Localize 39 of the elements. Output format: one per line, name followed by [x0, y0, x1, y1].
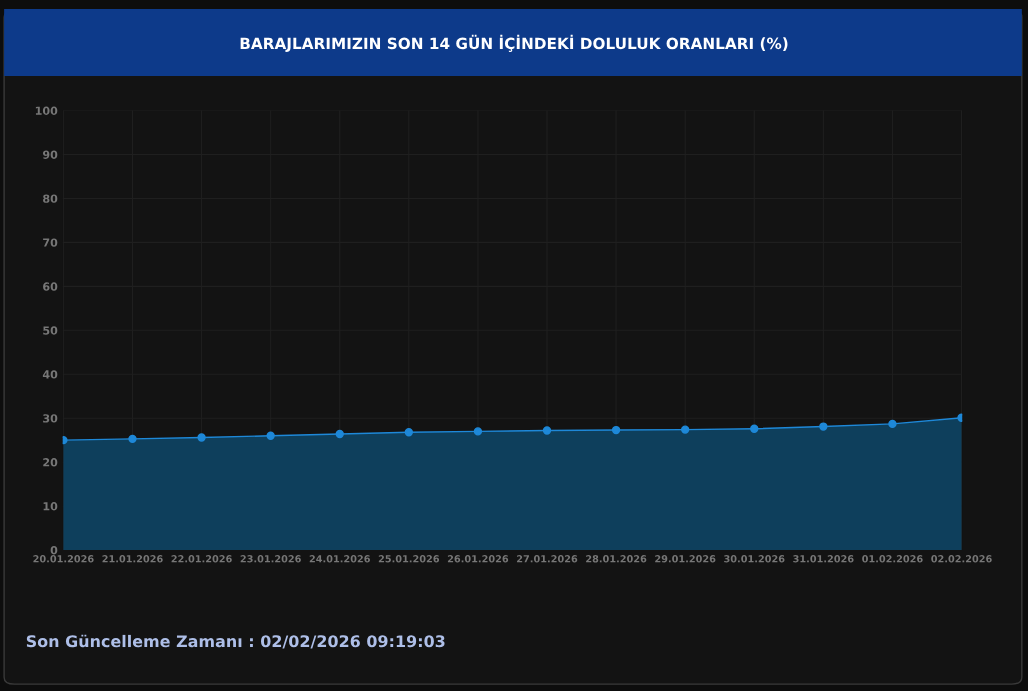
y-tick-label: 60 [43, 282, 58, 291]
y-tick-label: 10 [43, 502, 58, 511]
point [750, 424, 759, 433]
x-tick-label: 21.01.2026 [102, 555, 163, 563]
point [473, 427, 483, 436]
x-tick-label: 29.01.2026 [655, 555, 716, 563]
point [404, 428, 413, 437]
text: Son Güncelleme Zamanı : 02/02/2026 09:19:03 [26, 634, 445, 649]
x-tick-label: 01.02.2026 [862, 555, 923, 563]
point [335, 429, 344, 439]
y-tick-label: 100 [35, 106, 58, 115]
y-tick-label: 90 [42, 150, 58, 159]
x-tick-label: 23.01.2026 [240, 555, 301, 563]
x-tick-label: 31.01.2026 [793, 555, 854, 563]
x-tick-label: 30.01.2026 [724, 555, 785, 563]
point [542, 426, 552, 435]
chart-title: BARAJLARIMIZIN SON 14 GÜN İÇİNDEKİ DOLULUK ORANLARI (%) [240, 34, 788, 53]
y-tick-label: 30 [43, 414, 58, 423]
x-tick-label: 28.01.2026 [586, 555, 647, 563]
x-tick-label: 20.01.2026 [33, 555, 94, 563]
point [819, 422, 828, 431]
point [197, 433, 206, 442]
point [681, 425, 690, 434]
y-tick-label: 70 [43, 238, 58, 247]
y-tick-label: 40 [42, 370, 58, 379]
point [888, 419, 897, 429]
x-tick-label: 02.02.2026 [931, 555, 992, 563]
y-tick-label: 80 [43, 194, 58, 203]
point [611, 425, 621, 435]
point [266, 431, 275, 440]
y-tick-label: 0 [50, 546, 58, 555]
x-tick-label: 26.01.2026 [447, 555, 509, 563]
x-tick-label: 24.01.2026 [309, 555, 370, 563]
x-tick-label: 22.01.2026 [171, 555, 232, 563]
y-tick-label: 50 [43, 326, 58, 335]
x-tick-label: 25.01.2026 [378, 555, 440, 563]
point [128, 434, 137, 444]
x-tick-label: 27.01.2026 [517, 555, 578, 563]
y-tick-label: 20 [43, 458, 58, 467]
